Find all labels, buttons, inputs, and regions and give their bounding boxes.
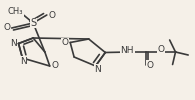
Text: O: O <box>3 24 10 32</box>
Text: O: O <box>52 62 59 70</box>
Text: O: O <box>62 38 69 47</box>
Text: N: N <box>20 56 27 66</box>
Text: NH: NH <box>121 46 134 55</box>
Text: CH₃: CH₃ <box>8 8 23 16</box>
Text: S: S <box>30 18 36 28</box>
Text: O: O <box>157 45 164 54</box>
Text: N: N <box>94 64 101 74</box>
Text: O: O <box>147 60 154 70</box>
Text: O: O <box>48 10 55 20</box>
Text: N: N <box>10 39 16 48</box>
